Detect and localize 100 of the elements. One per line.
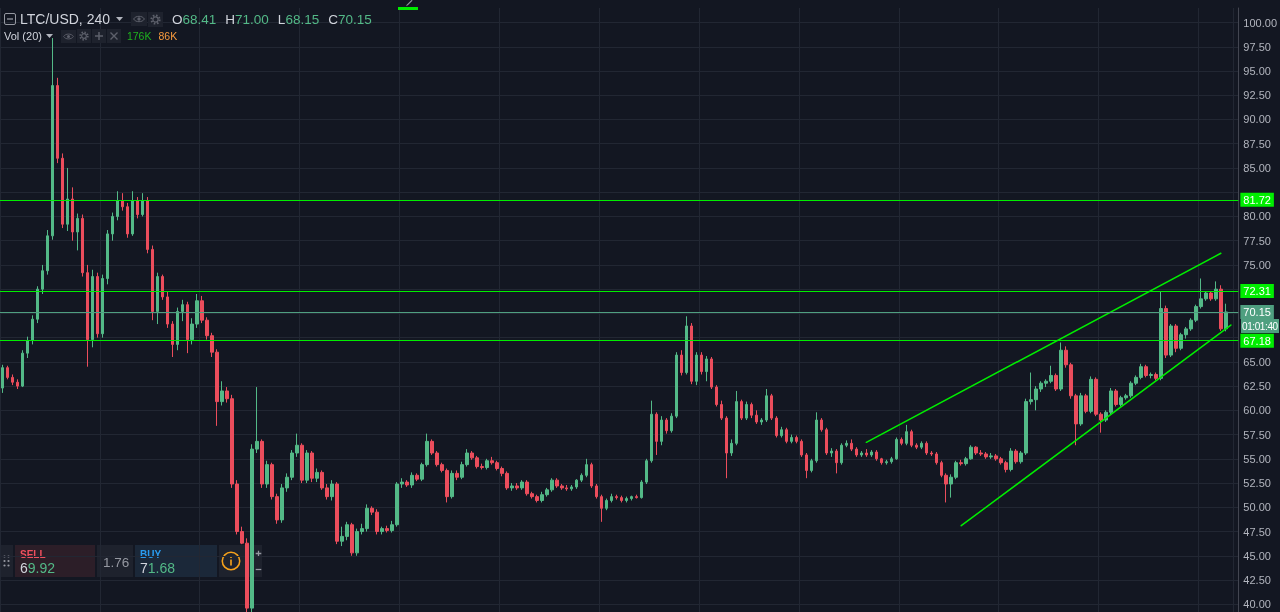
candlestick bbox=[106, 229, 109, 285]
candlestick bbox=[790, 434, 793, 444]
y-tick-label: 57.50 bbox=[1243, 428, 1271, 441]
candlestick bbox=[915, 442, 918, 450]
y-tick-label: 47.50 bbox=[1243, 525, 1271, 538]
annotation: O68.41 bbox=[172, 11, 217, 27]
candlestick bbox=[595, 483, 598, 500]
candlestick bbox=[1209, 290, 1213, 302]
candlestick bbox=[176, 307, 179, 351]
candlestick bbox=[655, 411, 658, 456]
chart-title: LTC/USD, 240 bbox=[20, 11, 110, 27]
candlestick bbox=[850, 438, 853, 452]
candlestick bbox=[515, 482, 519, 491]
candlestick bbox=[745, 401, 748, 421]
candlestick bbox=[650, 400, 653, 464]
ref-line-label: 67.18 bbox=[1243, 334, 1271, 347]
candlestick bbox=[845, 439, 848, 448]
candlestick bbox=[920, 440, 923, 450]
candlestick bbox=[685, 315, 688, 375]
candlestick bbox=[989, 452, 993, 460]
y-tick-label: 55.00 bbox=[1243, 452, 1271, 465]
candlestick bbox=[780, 426, 783, 438]
candlestick bbox=[765, 388, 768, 423]
candlestick bbox=[800, 438, 803, 458]
y-tick-label: 92.50 bbox=[1243, 89, 1271, 102]
candlestick bbox=[1214, 280, 1218, 302]
candlestick bbox=[1169, 323, 1173, 358]
ref-line-label: 81.72 bbox=[1243, 193, 1271, 206]
candlestick bbox=[830, 447, 833, 458]
candlestick bbox=[16, 378, 19, 390]
candlestick bbox=[1114, 388, 1118, 407]
candlestick bbox=[41, 264, 44, 295]
candlestick bbox=[415, 472, 419, 482]
ref-line-label: 70.15 bbox=[1243, 305, 1271, 318]
candlestick bbox=[520, 479, 524, 491]
y-tick-label: 85.00 bbox=[1243, 161, 1271, 174]
candlestick bbox=[815, 411, 818, 464]
candlestick bbox=[860, 450, 863, 458]
candlestick bbox=[640, 479, 643, 500]
candlestick bbox=[630, 495, 633, 502]
candlestick bbox=[695, 351, 698, 386]
candlestick bbox=[1084, 393, 1088, 414]
candlestick bbox=[166, 290, 169, 329]
candlestick bbox=[335, 481, 339, 545]
candlestick bbox=[81, 214, 84, 278]
candlestick bbox=[305, 449, 309, 484]
candlestick bbox=[750, 402, 753, 419]
candlestick bbox=[610, 493, 613, 503]
candlestick bbox=[260, 438, 264, 489]
candlestick bbox=[380, 526, 384, 535]
candlestick bbox=[715, 384, 718, 407]
candlestick bbox=[111, 212, 114, 242]
annotation: 1.76 bbox=[103, 555, 130, 570]
candlestick bbox=[101, 274, 104, 339]
candlestick bbox=[820, 417, 823, 433]
candlestick bbox=[11, 373, 14, 386]
candlestick bbox=[875, 449, 878, 462]
candlestick bbox=[1079, 392, 1083, 427]
candlestick bbox=[86, 264, 89, 368]
candlestick bbox=[91, 269, 94, 348]
candlestick bbox=[680, 349, 683, 376]
candlestick bbox=[315, 468, 319, 483]
annotation: 69.92 bbox=[20, 560, 56, 576]
candlestick bbox=[141, 192, 144, 217]
candlestick bbox=[1174, 323, 1178, 353]
candlestick bbox=[690, 322, 693, 385]
y-tick-label: 75.00 bbox=[1243, 258, 1271, 271]
candlestick bbox=[31, 314, 34, 345]
y-tick-label: 62.50 bbox=[1243, 380, 1271, 393]
text: 01:01:40 bbox=[1241, 319, 1279, 333]
y-tick-label: 80.00 bbox=[1243, 210, 1271, 223]
candlestick bbox=[805, 452, 808, 479]
candlestick bbox=[865, 448, 868, 458]
candlestick bbox=[705, 355, 708, 382]
y-tick-label: 87.50 bbox=[1243, 137, 1271, 150]
candlestick bbox=[1144, 364, 1148, 378]
candlestick bbox=[835, 448, 838, 474]
candlestick bbox=[730, 438, 733, 457]
candlestick bbox=[620, 495, 623, 503]
candlestick bbox=[71, 186, 74, 242]
candlestick bbox=[6, 365, 9, 380]
candlestick bbox=[785, 427, 788, 444]
candlestick bbox=[625, 496, 628, 503]
candlestick bbox=[156, 272, 159, 325]
candlestick bbox=[880, 457, 883, 466]
y-tick-label: 45.00 bbox=[1243, 549, 1271, 562]
candlestick bbox=[171, 320, 174, 358]
candlestick bbox=[1009, 447, 1013, 472]
candlestick bbox=[1, 364, 4, 394]
y-tick-label: 42.50 bbox=[1243, 574, 1271, 587]
candlestick bbox=[1089, 375, 1093, 414]
candlestick bbox=[885, 459, 888, 466]
candlestick bbox=[580, 472, 583, 483]
candlestick bbox=[61, 152, 64, 229]
candlestick bbox=[720, 400, 723, 421]
candlestick bbox=[675, 351, 678, 419]
candlestick bbox=[925, 440, 928, 456]
y-tick-label: 100.00 bbox=[1243, 16, 1278, 29]
candlestick bbox=[760, 417, 763, 426]
candlestick bbox=[660, 415, 663, 446]
